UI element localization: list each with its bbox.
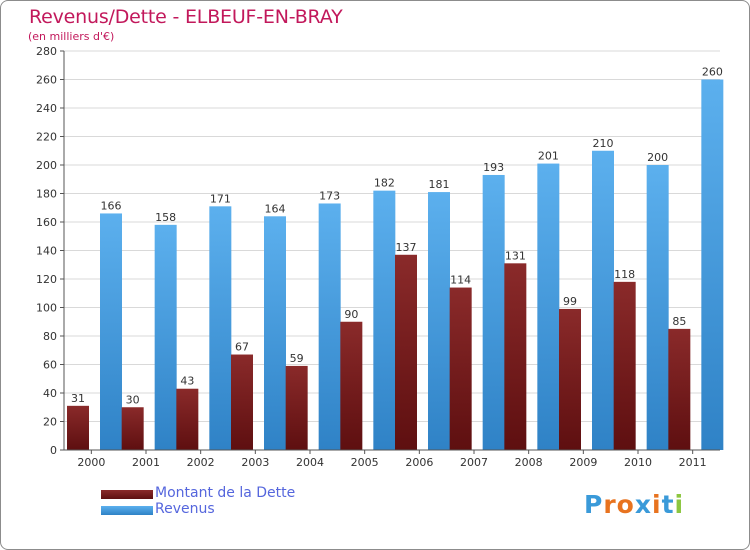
x-tick-label: 2007 (460, 456, 488, 469)
data-label-debt: 131 (505, 249, 526, 262)
y-tick-label: 280 (36, 45, 57, 58)
bar-revenue (701, 79, 724, 450)
bar-revenue (428, 192, 450, 450)
chart-title: Revenus/Dette - ELBEUF-EN-BRAY (29, 6, 343, 28)
bar-debt (231, 354, 253, 450)
x-tick-label: 2001 (132, 456, 160, 469)
bar-debt (121, 407, 144, 450)
bar-revenue (482, 174, 505, 450)
bar-debt (449, 287, 472, 450)
data-label-debt: 31 (71, 392, 85, 405)
x-tick-label: 2002 (187, 456, 215, 469)
bar-series (67, 79, 724, 450)
y-tick-label: 0 (50, 444, 57, 457)
data-label-revenue: 193 (483, 161, 504, 174)
legend-swatch-debt (101, 490, 153, 499)
bar-revenue (209, 206, 232, 450)
y-tick-label: 40 (43, 387, 57, 400)
legend-label-debt: Montant de la Dette (155, 485, 296, 501)
y-tick-label: 140 (36, 245, 57, 258)
x-tick-label: 2000 (77, 456, 105, 469)
x-tick-label: 2003 (241, 456, 269, 469)
data-label-revenue: 260 (702, 66, 723, 79)
bar-debt (176, 388, 199, 450)
data-label-revenue: 166 (101, 199, 122, 212)
y-tick-label: 20 (43, 416, 57, 429)
y-tick-label: 160 (36, 216, 57, 229)
bar-revenue (373, 190, 396, 450)
bar-revenue (537, 163, 560, 450)
data-label-debt: 85 (672, 315, 686, 328)
x-tick-label: 2005 (351, 456, 379, 469)
data-label-debt: 99 (563, 295, 577, 308)
data-label-revenue: 210 (593, 137, 614, 150)
bar-revenue (592, 150, 614, 450)
x-tick-label: 2008 (515, 456, 543, 469)
bar-debt (395, 254, 417, 450)
bar-debt (340, 321, 363, 450)
data-label-revenue: 164 (265, 202, 286, 215)
data-label-revenue: 158 (155, 211, 176, 224)
data-label-debt: 118 (614, 268, 635, 281)
x-tick-label: 2010 (624, 456, 652, 469)
data-label-revenue: 201 (538, 150, 559, 163)
data-label-revenue: 173 (319, 189, 340, 202)
y-tick-label: 60 (43, 359, 57, 372)
data-label-debt: 90 (344, 308, 358, 321)
y-tick-label: 100 (36, 302, 57, 315)
data-label-debt: 30 (126, 393, 140, 406)
x-tick-label: 2011 (679, 456, 707, 469)
x-tick-label: 2006 (405, 456, 433, 469)
bar-revenue (100, 213, 122, 450)
chart-subtitle: (en milliers d'€) (28, 30, 115, 43)
data-label-revenue: 181 (429, 178, 450, 191)
bar-debt (67, 405, 89, 450)
data-label-revenue: 182 (374, 177, 395, 190)
bar-debt (285, 365, 308, 450)
bar-revenue (318, 203, 341, 450)
bar-revenue (646, 165, 669, 450)
data-label-debt: 67 (235, 341, 249, 354)
legend-swatch-revenue (101, 506, 153, 515)
bar-revenue (264, 216, 286, 450)
data-label-debt: 114 (450, 274, 471, 287)
axes: 0 20 40 60 80 100 120 140 160 180 200 220 240 260 280 2… (36, 45, 720, 469)
data-labels: 31 166 30 158 43 171 67 164 59 173 90 182 137 181 114 1… (71, 66, 723, 407)
bar-revenue (154, 224, 177, 450)
y-tick-label: 220 (36, 131, 57, 144)
data-label-debt: 43 (180, 375, 194, 388)
y-tick-label: 260 (36, 74, 57, 87)
y-tick-label: 80 (43, 330, 57, 343)
data-label-debt: 137 (396, 241, 417, 254)
bar-debt (668, 328, 691, 450)
bar-debt (613, 281, 636, 450)
data-label-debt: 59 (290, 352, 304, 365)
y-tick-label: 200 (36, 159, 57, 172)
bar-debt (559, 308, 581, 450)
y-tick-label: 240 (36, 102, 57, 115)
x-tick-label: 2004 (296, 456, 324, 469)
x-tick-label: 2009 (569, 456, 597, 469)
proxiti-logo: Proxiti (584, 490, 685, 519)
legend-label-revenue: Revenus (155, 501, 215, 517)
data-label-revenue: 171 (210, 192, 231, 205)
data-label-revenue: 200 (647, 151, 668, 164)
y-tick-label: 180 (36, 188, 57, 201)
bar-debt (504, 263, 527, 450)
y-tick-label: 120 (36, 273, 57, 286)
